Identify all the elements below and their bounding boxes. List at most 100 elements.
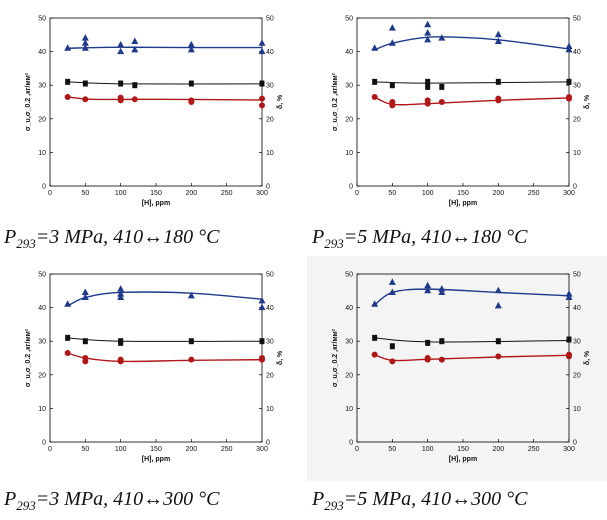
x-tick-label: 0 (355, 446, 359, 453)
data-point-ys (566, 78, 572, 85)
data-point-uts (424, 281, 432, 289)
data-point-uts (117, 290, 125, 297)
data-point-uts (187, 40, 195, 48)
x-tick-label: 250 (528, 446, 540, 453)
x-tick-label: 150 (457, 190, 469, 197)
y-tick-label-right: 40 (266, 305, 274, 312)
y-axis-label-right: δ, % (584, 350, 591, 365)
y-tick-label-right: 10 (573, 406, 581, 413)
fit-line-elong (374, 353, 570, 362)
data-point-ys (82, 338, 88, 345)
data-point-elong (371, 351, 378, 358)
caption-1-p: P (4, 226, 17, 248)
data-point-ys (495, 78, 501, 85)
x-tick-label: 50 (388, 446, 396, 453)
data-point-elong (64, 93, 71, 100)
y-tick-label: 40 (345, 305, 353, 312)
data-point-uts (117, 293, 125, 301)
chart-panel-1: 0 0 10 10 20 20 30 30 40 40 50 50 0 50 100 150 200 250 300… (0, 0, 300, 225)
caption-4-rest: =5 MPa, 410↔300 °C (343, 488, 528, 510)
fit-line-ys (67, 337, 263, 342)
x-tick-label: 100 (115, 446, 127, 453)
y-tick-label-right: 40 (266, 49, 274, 56)
data-point-uts (424, 29, 432, 36)
data-point-uts (81, 288, 89, 295)
y-axis-label: σ_u,σ_0.2 ,кг/мм² (25, 72, 32, 131)
data-point-elong (259, 95, 265, 102)
y-tick-label-right: 0 (266, 440, 270, 447)
x-axis-label: [H], ppm (449, 456, 477, 463)
data-point-elong (131, 96, 138, 103)
data-point-uts (388, 39, 396, 46)
data-point-uts (258, 47, 266, 55)
data-point-elong (389, 358, 396, 365)
y-tick-label-right: 20 (573, 372, 581, 379)
data-point-elong (371, 93, 378, 100)
caption-2-sub: 293 (324, 236, 344, 251)
data-point-elong (424, 97, 431, 104)
y-tick-label: 40 (38, 305, 46, 312)
data-point-elong (424, 356, 431, 363)
data-point-uts (388, 288, 396, 295)
data-point-elong (117, 356, 124, 363)
fit-line-elong (374, 96, 570, 106)
data-point-uts (258, 296, 266, 304)
data-point-uts (131, 37, 139, 45)
y-tick-label-right: 10 (266, 150, 274, 157)
y-axis-label-right: δ, % (584, 94, 591, 109)
data-point-uts (64, 300, 72, 307)
x-tick-label: 150 (457, 446, 469, 453)
y-tick-label: 30 (345, 339, 353, 346)
data-point-uts (494, 30, 502, 38)
x-tick-label: 250 (221, 446, 233, 453)
x-tick-label: 300 (256, 446, 268, 453)
x-tick-label: 200 (185, 190, 197, 197)
y-tick-label: 10 (38, 406, 46, 413)
data-point-ys (372, 78, 378, 85)
data-point-uts (438, 34, 446, 41)
y-tick-label: 0 (349, 440, 353, 447)
y-tick-label-right: 40 (573, 49, 581, 56)
y-tick-label-right: 10 (266, 406, 274, 413)
y-tick-label: 30 (345, 83, 353, 90)
y-tick-label: 10 (345, 406, 353, 413)
data-point-ys (188, 338, 194, 345)
plot-frame (49, 17, 263, 187)
x-tick-label: 200 (185, 446, 197, 453)
y-tick-label-right: 0 (266, 184, 270, 191)
y-tick-label: 50 (345, 16, 353, 23)
y-axis-label: σ_u,σ_0.2 ,кг/мм² (332, 72, 339, 131)
y-tick-label-right: 30 (266, 339, 274, 346)
data-point-uts (494, 301, 502, 309)
chart-panel-4: 0 0 10 10 20 20 30 30 40 40 50 50 0 50 100 150 200 250 300… (307, 256, 607, 481)
fit-line-elong (67, 352, 263, 363)
y-axis-label: σ_u,σ_0.2 ,кг/мм² (332, 328, 339, 387)
y-tick-label: 20 (345, 372, 353, 379)
y-tick-label-right: 20 (266, 116, 274, 123)
y-tick-label: 40 (345, 49, 353, 56)
x-tick-label: 250 (528, 190, 540, 197)
data-point-ys (372, 334, 378, 341)
data-point-ys (389, 82, 395, 89)
y-tick-label: 50 (345, 272, 353, 279)
y-tick-label-right: 30 (266, 83, 274, 90)
fit-line-ys (374, 337, 570, 343)
y-tick-label: 20 (38, 116, 46, 123)
x-tick-label: 100 (115, 190, 127, 197)
x-tick-label: 300 (256, 190, 268, 197)
data-point-elong (188, 356, 195, 363)
x-tick-label: 300 (563, 446, 575, 453)
data-point-uts (494, 37, 502, 45)
data-point-ys (425, 78, 431, 85)
caption-1: P293=3 MPa, 410↔180 °C (4, 226, 219, 252)
y-tick-label: 30 (38, 339, 46, 346)
y-tick-label: 0 (42, 184, 46, 191)
data-point-uts (424, 35, 432, 43)
caption-1-sub: 293 (16, 236, 36, 251)
data-point-elong (389, 99, 396, 105)
y-tick-label-right: 20 (266, 372, 274, 379)
x-tick-label: 150 (150, 446, 162, 453)
x-axis-label: [H], ppm (449, 200, 477, 207)
data-point-uts (565, 45, 573, 53)
